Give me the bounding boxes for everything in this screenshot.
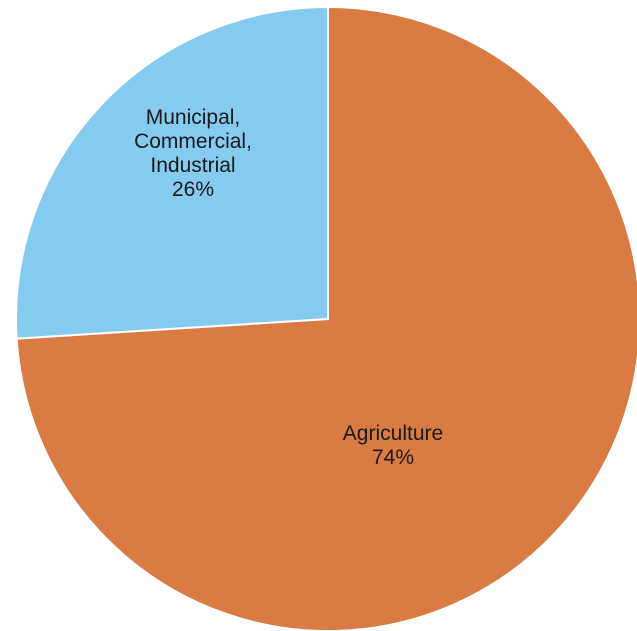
slice-name-label: Agriculture — [343, 422, 443, 445]
slice-label-1: Municipal, Commercial, Industrial 26% — [134, 106, 252, 201]
pie-slice-0 — [15, 6, 637, 631]
slice-name-label: Municipal, — [146, 106, 241, 129]
slice-label-0: Agriculture 74% — [343, 422, 443, 469]
pie-slice-1 — [15, 6, 329, 340]
pie-labels: Agriculture 74% Municipal, Commercial, Indus… — [134, 106, 443, 469]
slice-percent-label: 26% — [172, 178, 214, 201]
slice-percent-label: 74% — [372, 446, 414, 469]
slice-name-label: Industrial — [150, 154, 235, 177]
slice-name-label: Commercial, — [134, 130, 252, 153]
pie-slices — [15, 6, 637, 631]
